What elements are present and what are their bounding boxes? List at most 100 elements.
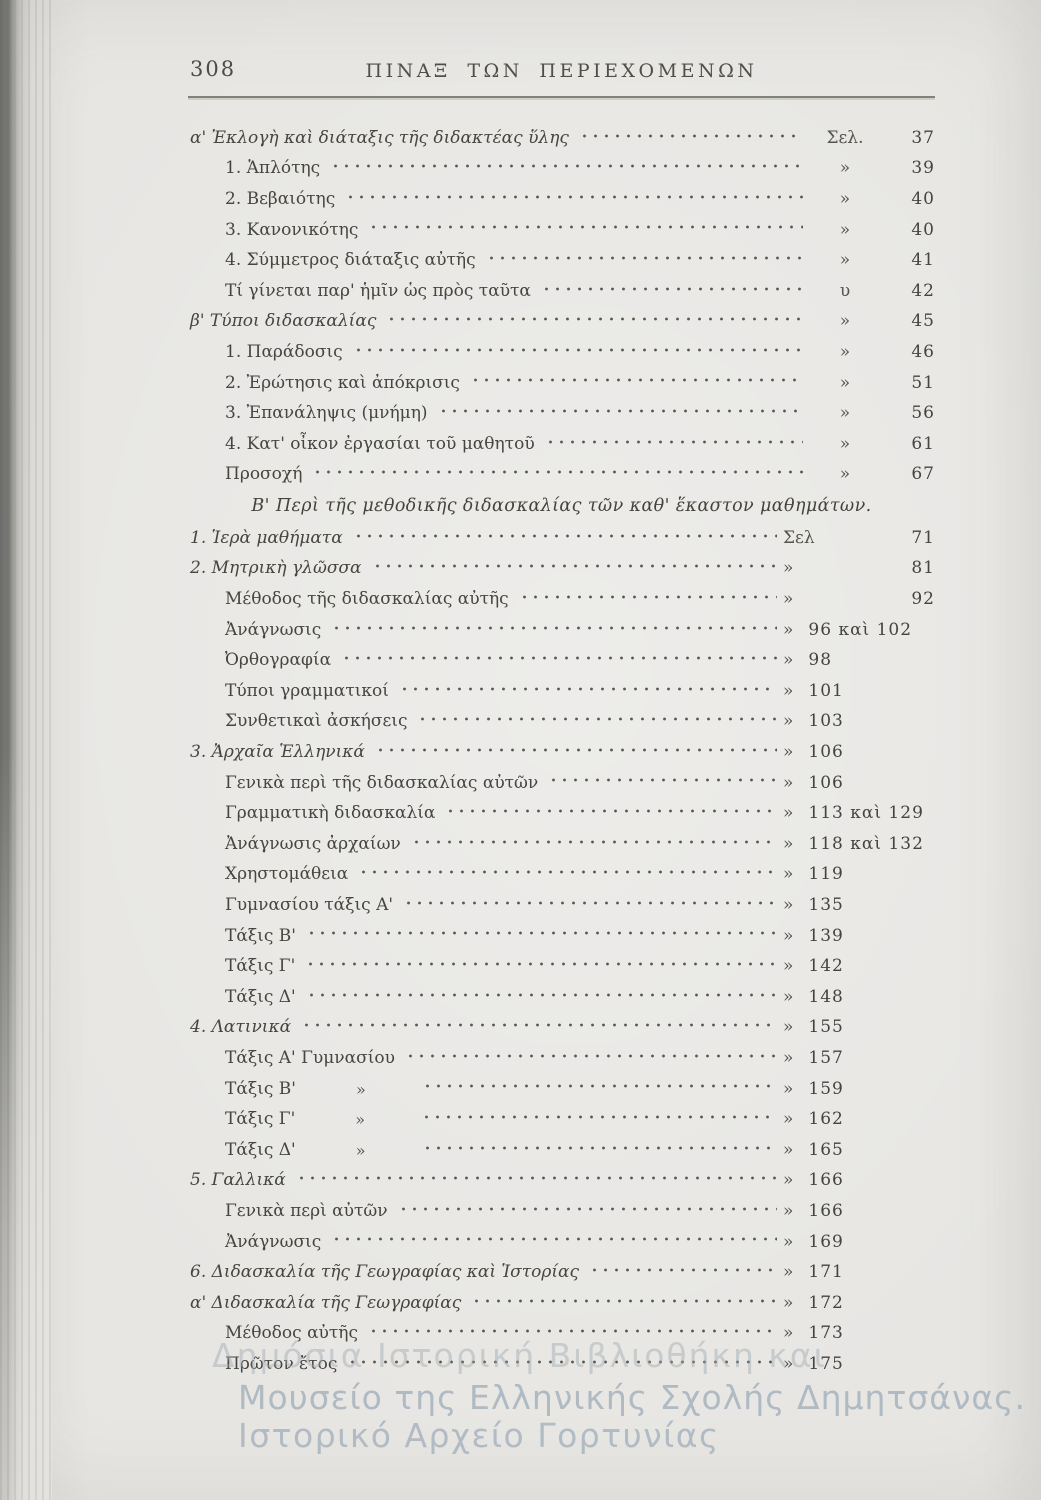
page-number: 169 xyxy=(808,1231,844,1252)
page-number: 71 xyxy=(911,527,935,548)
page-ref: » 51 xyxy=(809,372,935,393)
page-marker: » xyxy=(783,895,794,915)
page-number: 148 xyxy=(808,986,844,1007)
leader-dots xyxy=(542,434,803,449)
leader-dots xyxy=(516,589,777,604)
page-marker: » xyxy=(783,986,794,1007)
page-marker: » xyxy=(839,188,851,209)
toc-row: Πρῶτον ἔτος » 175 xyxy=(188,1348,935,1379)
page-number: 42 xyxy=(911,280,935,301)
page-marker: » xyxy=(783,1139,794,1160)
page-number: 165 xyxy=(808,1139,844,1160)
page-ref: » 171 xyxy=(783,1262,935,1283)
page-marker: » xyxy=(783,1200,794,1221)
page-number: 118 καὶ 132 xyxy=(808,833,924,854)
toc-row: 2. Ἐρώτησις καὶ ἀπόκρισις » 51 xyxy=(188,367,935,398)
toc-entry-label: Τάξις Β' xyxy=(225,925,296,946)
toc-entry-label: Γραμματικὴ διδασκαλία xyxy=(225,803,436,824)
page-number: 139 xyxy=(808,925,844,946)
toc-entry-label: Μέθοδος αὐτῆς xyxy=(225,1323,359,1344)
page-number: 113 καὶ 129 xyxy=(808,803,924,824)
toc-row: 4. Σύμμετρος διάταξις αὐτῆς » 41 xyxy=(188,244,935,275)
leader-dots xyxy=(329,620,777,635)
page-marker: » xyxy=(783,803,794,824)
page-marker: » xyxy=(839,464,851,485)
toc-row: Μέθοδος τῆς διδασκαλίας αὐτῆς » 92 xyxy=(188,583,935,614)
leader-dots xyxy=(384,312,803,327)
page-ref: » 39 xyxy=(809,159,935,178)
leader-dots xyxy=(469,1293,777,1308)
page-marker: » xyxy=(783,1231,794,1252)
leader-dots xyxy=(587,1262,777,1277)
page-ref: » 139 xyxy=(783,925,935,946)
page-ref: » 45 xyxy=(809,312,935,331)
page-number: 135 xyxy=(808,895,844,915)
toc-entry-label: 1. Ἁπλότης xyxy=(225,158,321,179)
page-number: 106 xyxy=(808,772,844,793)
toc-entry-label: Γενικὰ περὶ αὐτῶν xyxy=(225,1200,388,1221)
toc-entry-label: Τάξις Γ' xyxy=(225,956,296,977)
leader-dots xyxy=(372,742,777,757)
toc-entry-label: 4. Σύμμετρος διάταξις αὐτῆς xyxy=(225,250,476,271)
page-marker: » xyxy=(839,250,851,271)
leader-dots xyxy=(299,1018,777,1033)
leader-dots xyxy=(443,804,777,819)
page-ref: » 98 xyxy=(783,651,935,670)
page-number: 92 xyxy=(911,589,935,610)
page-marker: » xyxy=(783,956,794,977)
toc-entry-label: 1. Ἱερὰ μαθήματα xyxy=(190,527,343,548)
toc-entry-label: 4. Κατ' οἶκον ἐργασίαι τοῦ μαθητοῦ xyxy=(225,433,535,454)
page-content: 308 ΠΙΝΑΞ ΤΩΝ ΠΕΡΙΕΧΟΜΕΝΩΝ α' Ἐκλογὴ καὶ… xyxy=(188,55,935,1379)
toc-row: Τάξις Δ' » 148 xyxy=(188,981,935,1012)
page-number: 46 xyxy=(911,341,935,362)
page-ref: » 135 xyxy=(783,895,935,915)
page-number: 37 xyxy=(911,127,935,148)
toc-row: 3. Ἐπανάληψις (μνήμη) » 56 xyxy=(188,397,935,428)
page-ref: » 113 καὶ 129 xyxy=(783,803,935,824)
page-ref: » 159 xyxy=(783,1080,935,1099)
page-number: 51 xyxy=(911,372,935,393)
toc-section-b: 1. Ἱερὰ μαθήματα Σελ 71 2. Μητρικὴ γλῶσσ… xyxy=(188,522,935,1379)
toc-entry-label: Ἀνάγνωσις ἀρχαίων xyxy=(225,833,401,854)
page-ref: Σελ. 37 xyxy=(809,127,935,148)
page-ref: υ 42 xyxy=(809,280,935,301)
leader-dots xyxy=(350,528,777,543)
toc-row: Προσοχή » 67 xyxy=(188,459,935,490)
toc-row: Ὀρθογραφία » 98 xyxy=(188,645,935,676)
page-marker: » xyxy=(839,219,851,240)
page-ref: » 101 xyxy=(783,682,935,701)
page-ref: » 162 xyxy=(783,1110,935,1129)
toc-entry-label: Τάξις Δ' xyxy=(225,986,296,1007)
toc-row: Τάξις Δ' » » 165 xyxy=(188,1134,935,1165)
toc-entry-label: Τί γίνεται παρ' ἡμῖν ὡς πρὸς ταῦτα xyxy=(225,280,531,301)
toc-entry-label: α' Διδασκαλία τῆς Γεωγραφίας xyxy=(190,1292,462,1313)
toc-row: Τάξις Α' Γυμνασίου » 157 xyxy=(188,1042,935,1073)
page-ref: » 92 xyxy=(783,589,935,610)
page-ref: » 166 xyxy=(783,1170,935,1191)
ditto-mark: » xyxy=(355,1110,366,1130)
page-marker: » xyxy=(783,925,794,946)
leader-dots xyxy=(546,773,777,788)
leader-dots xyxy=(419,1079,777,1094)
page-number: 171 xyxy=(808,1262,844,1283)
toc-entry-label: 4. Λατινικά xyxy=(190,1017,292,1038)
leader-dots xyxy=(310,465,803,480)
toc-entry-label: 2. Ἐρώτησις καὶ ἀπόκρισις xyxy=(225,372,460,393)
toc-row: 2. Βεβαιότης » 40 xyxy=(188,183,935,214)
page-ref: » 148 xyxy=(783,986,935,1007)
page-number: 155 xyxy=(808,1017,844,1038)
page-marker: » xyxy=(783,558,794,579)
page-number: 175 xyxy=(808,1353,844,1374)
leader-dots xyxy=(396,681,777,696)
toc-row: Μέθοδος αὐτῆς » 173 xyxy=(188,1318,935,1349)
page-header: 308 ΠΙΝΑΞ ΤΩΝ ΠΕΡΙΕΧΟΜΕΝΩΝ xyxy=(188,55,935,96)
leader-dots xyxy=(345,1354,777,1369)
leader-dots xyxy=(350,342,803,357)
page-marker: » xyxy=(783,1170,794,1191)
toc-entry-label: Γυμνασίου τάξις Α' xyxy=(225,895,394,915)
toc-entry-label: Τάξις Β' xyxy=(225,1078,296,1099)
toc-row: Τάξις Γ' » » 162 xyxy=(188,1103,935,1134)
toc-row: α' Ἐκλογὴ καὶ διάταξις τῆς διδακτέας ὕλη… xyxy=(188,122,935,153)
toc-entry-label: Μέθοδος τῆς διδασκαλίας αὐτῆς xyxy=(225,589,509,610)
